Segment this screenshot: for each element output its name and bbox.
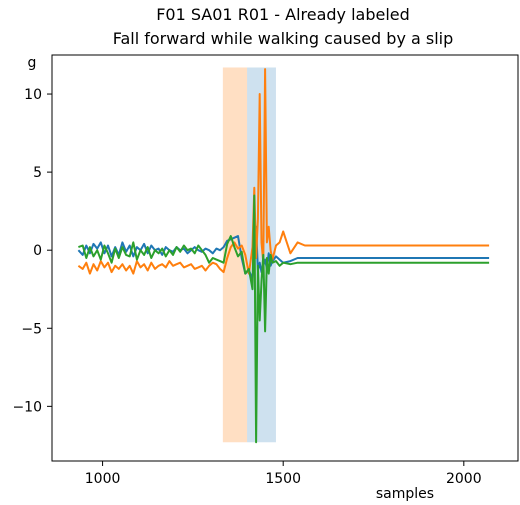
y-tick-label: 5 [33, 165, 42, 181]
y-tick-label: −5 [21, 321, 42, 337]
y-axis-ticks: 10 5 0 −5 −10 [12, 87, 52, 415]
plot-frame [51, 54, 519, 462]
x-tick-label: 1500 [265, 471, 301, 487]
chart-title-line-1: F01 SA01 R01 - Already labeled [156, 5, 410, 24]
y-tick-label: 0 [33, 243, 42, 259]
data-series [77, 68, 490, 444]
y-axis-label: g [28, 55, 37, 71]
x-tick-label: 2000 [446, 471, 482, 487]
series-line-3 [78, 194, 490, 444]
y-tick-label: 10 [24, 87, 42, 103]
x-axis-label: samples [376, 486, 434, 502]
chart-title-line-2: Fall forward while walking caused by a s… [113, 29, 454, 48]
chart-title: F01 SA01 R01 - Already labeled Fall forw… [113, 5, 454, 48]
highlight-span-1 [222, 67, 248, 443]
x-tick-label: 1000 [85, 471, 121, 487]
y-tick-label: −10 [12, 399, 42, 415]
series-line-2 [77, 68, 490, 275]
x-axis-ticks: 1000 1500 2000 [85, 461, 482, 487]
